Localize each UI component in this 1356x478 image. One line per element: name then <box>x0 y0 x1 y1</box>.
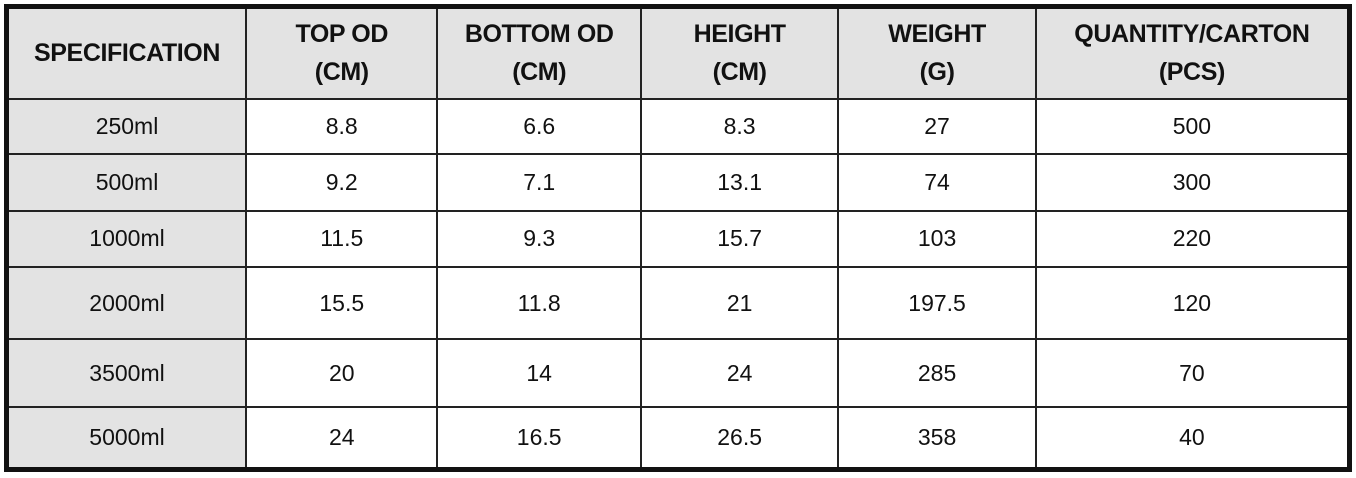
value-cell: 8.8 <box>245 97 439 155</box>
value-cell: 285 <box>837 338 1037 409</box>
header-cell: QUANTITY/CARTON (PCS) <box>1034 5 1351 100</box>
value-cell: 26.5 <box>639 406 840 471</box>
spec-cell: 3500ml <box>5 338 248 409</box>
value-cell: 7.1 <box>436 152 642 212</box>
spec-cell: 500ml <box>5 152 248 212</box>
value-cell: 16.5 <box>436 406 642 471</box>
table-row: 5000ml 24 16.5 26.5 358 40 <box>5 406 1351 471</box>
table-row: 2000ml 15.5 11.8 21 197.5 120 <box>5 265 1351 341</box>
header-cell: HEIGHT (CM) <box>639 5 840 100</box>
value-cell: 15.5 <box>245 265 439 341</box>
value-cell: 24 <box>639 338 840 409</box>
header-cell: WEIGHT (G) <box>837 5 1037 100</box>
value-cell: 27 <box>837 97 1037 155</box>
value-cell: 15.7 <box>639 209 840 268</box>
spec-cell: 5000ml <box>5 406 248 471</box>
value-cell: 13.1 <box>639 152 840 212</box>
value-cell: 11.8 <box>436 265 642 341</box>
value-cell: 220 <box>1034 209 1351 268</box>
value-cell: 6.6 <box>436 97 642 155</box>
header-cell: BOTTOM OD (CM) <box>436 5 642 100</box>
value-cell: 24 <box>245 406 439 471</box>
spec-table: SPECIFICATION TOP OD (CM) BOTTOM OD (CM) HE… <box>4 4 1352 472</box>
value-cell: 74 <box>837 152 1037 212</box>
table-head: SPECIFICATION TOP OD (CM) BOTTOM OD (CM) HE… <box>5 5 1351 100</box>
value-cell: 500 <box>1034 97 1351 155</box>
value-cell: 11.5 <box>245 209 439 268</box>
header-cell: TOP OD (CM) <box>245 5 439 100</box>
value-cell: 300 <box>1034 152 1351 212</box>
value-cell: 8.3 <box>639 97 840 155</box>
table-row: 1000ml 11.5 9.3 15.7 103 220 <box>5 209 1351 268</box>
spec-cell: 250ml <box>5 97 248 155</box>
header-row: SPECIFICATION TOP OD (CM) BOTTOM OD (CM) HE… <box>5 5 1351 100</box>
header-cell: SPECIFICATION <box>5 5 248 100</box>
value-cell: 120 <box>1034 265 1351 341</box>
table-row: 500ml 9.2 7.1 13.1 74 300 <box>5 152 1351 212</box>
spec-cell: 2000ml <box>5 265 248 341</box>
value-cell: 9.2 <box>245 152 439 212</box>
value-cell: 21 <box>639 265 840 341</box>
value-cell: 20 <box>245 338 439 409</box>
value-cell: 103 <box>837 209 1037 268</box>
spec-cell: 1000ml <box>5 209 248 268</box>
value-cell: 14 <box>436 338 642 409</box>
table-body: 250ml 8.8 6.6 8.3 27 500 500ml 9.2 7.1 13.1 74 300 1… <box>5 97 1351 471</box>
table-row: 250ml 8.8 6.6 8.3 27 500 <box>5 97 1351 155</box>
value-cell: 358 <box>837 406 1037 471</box>
table-row: 3500ml 20 14 24 285 70 <box>5 338 1351 409</box>
value-cell: 9.3 <box>436 209 642 268</box>
value-cell: 70 <box>1034 338 1351 409</box>
value-cell: 197.5 <box>837 265 1037 341</box>
value-cell: 40 <box>1034 406 1351 471</box>
